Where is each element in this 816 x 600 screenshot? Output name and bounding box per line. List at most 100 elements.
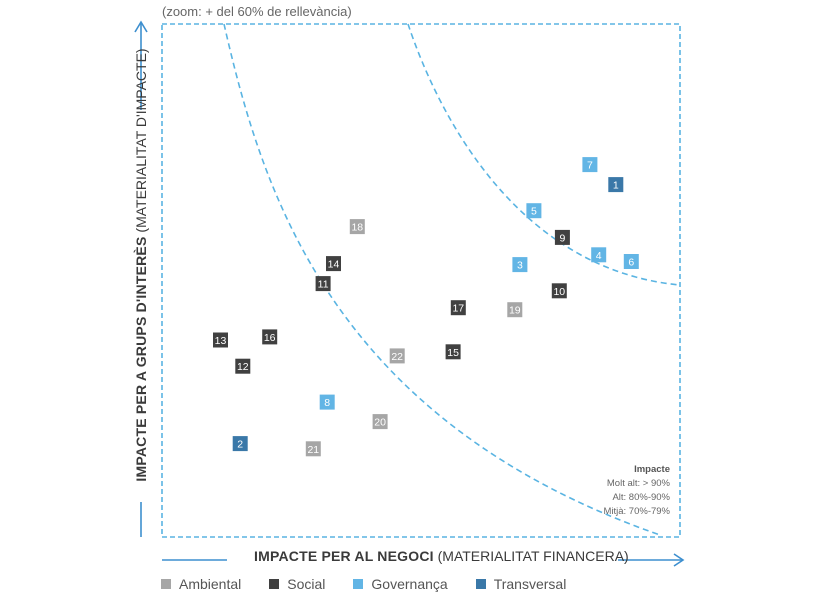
y-axis-label-rest: (MATERIALITAT D'IMPACTE)	[133, 48, 149, 233]
legend-item-ambiental: Ambiental	[161, 576, 241, 592]
category-legend: Ambiental Social Governança Transversal	[161, 576, 594, 592]
point-label-8: 8	[324, 397, 330, 409]
point-marker-5	[526, 203, 542, 219]
legend-swatch-social	[269, 579, 280, 589]
point-marker-22	[389, 348, 405, 364]
impact-legend: Impacte Molt alt: > 90% Alt: 80%-90% Mit…	[603, 463, 670, 519]
legend-label-governanca: Governança	[371, 576, 448, 592]
legend-item-governanca: Governança	[353, 576, 448, 592]
point-marker-13	[213, 332, 228, 348]
legend-item-social: Social	[269, 576, 325, 592]
point-label-15: 15	[447, 347, 459, 359]
point-label-6: 6	[628, 257, 634, 269]
point-label-5: 5	[531, 206, 537, 218]
data-point-17: 17	[450, 300, 466, 316]
point-label-7: 7	[587, 160, 593, 172]
data-point-6: 6	[623, 254, 639, 269]
legend-item-transversal: Transversal	[475, 576, 567, 592]
data-point-4: 4	[591, 247, 607, 263]
threshold-curve-inner	[223, 23, 661, 536]
axis-arrows-layer	[134, 20, 685, 567]
point-label-19: 19	[509, 305, 521, 317]
impact-legend-item-high: Alt: 80%-90%	[612, 492, 670, 503]
data-point-13: 13	[213, 332, 228, 348]
data-point-18: 18	[349, 219, 365, 235]
point-marker-10	[551, 283, 567, 299]
point-label-11: 11	[318, 279, 329, 291]
data-point-16: 16	[262, 329, 278, 345]
data-point-14: 14	[326, 256, 341, 272]
point-label-22: 22	[391, 351, 403, 363]
point-marker-11	[315, 276, 331, 292]
threshold-curve-outer	[407, 23, 681, 286]
point-marker-4	[591, 247, 607, 263]
point-marker-8	[319, 394, 335, 410]
legend-swatch-governanca	[353, 579, 364, 589]
point-label-16: 16	[264, 332, 276, 344]
point-label-10: 10	[553, 286, 565, 298]
data-point-2: 2	[232, 436, 248, 452]
point-marker-14	[326, 256, 341, 272]
point-marker-6	[623, 254, 639, 269]
point-label-3: 3	[517, 260, 523, 272]
point-marker-3	[512, 257, 528, 273]
point-marker-19	[507, 302, 523, 318]
impact-legend-item-very-high: Molt alt: > 90%	[606, 478, 670, 489]
x-axis-arrow-head	[673, 553, 685, 567]
x-axis-label-bold: IMPACTE PER AL NEGOCI	[254, 548, 434, 564]
zoom-note: (zoom: + del 60% de rellevància)	[162, 4, 352, 19]
impact-legend-item-medium: Mitjà: 70%-79%	[603, 506, 670, 517]
point-label-20: 20	[374, 417, 386, 429]
point-marker-7	[582, 157, 598, 173]
legend-swatch-ambiental	[161, 579, 171, 589]
legend-label-ambiental: Ambiental	[179, 576, 242, 592]
data-point-21: 21	[305, 441, 321, 457]
data-point-3: 3	[512, 257, 528, 273]
data-point-19: 19	[507, 302, 523, 318]
plot-frame	[161, 23, 681, 538]
data-point-7: 7	[582, 157, 598, 173]
point-label-18: 18	[351, 222, 363, 234]
point-label-13: 13	[215, 335, 227, 347]
point-marker-12	[235, 358, 251, 374]
point-label-17: 17	[452, 303, 464, 315]
point-marker-1	[608, 177, 624, 193]
point-label-14: 14	[328, 259, 340, 271]
point-label-21: 21	[307, 444, 319, 456]
point-marker-18	[349, 219, 365, 235]
data-point-8: 8	[319, 394, 335, 410]
plot-frame-layer	[161, 23, 681, 538]
y-axis-label-bold: IMPACTE PER A GRUPS D'INTERÈS	[133, 236, 149, 482]
data-point-5: 5	[526, 203, 542, 219]
legend-label-transversal: Transversal	[493, 576, 567, 592]
y-axis-label: IMPACTE PER A GRUPS D'INTERÈS (MATERIALI…	[133, 48, 149, 481]
point-marker-2	[232, 436, 248, 452]
point-marker-21	[305, 441, 321, 457]
data-point-12: 12	[235, 358, 251, 374]
point-marker-20	[372, 414, 388, 430]
point-label-9: 9	[559, 232, 565, 244]
point-marker-9	[554, 229, 570, 245]
x-axis-label-rest: (MATERIALITAT FINANCERA)	[437, 548, 629, 564]
data-point-1: 1	[608, 177, 624, 193]
point-label-4: 4	[596, 250, 602, 262]
point-label-12: 12	[237, 361, 249, 373]
legend-label-social: Social	[287, 576, 326, 592]
point-label-1: 1	[613, 180, 619, 192]
data-point-22: 22	[389, 348, 405, 364]
point-marker-17	[450, 300, 466, 316]
y-axis-arrow-head	[134, 20, 148, 33]
data-point-11: 11	[315, 276, 331, 292]
point-marker-15	[445, 344, 461, 360]
impact-legend-title: Impacte	[634, 464, 670, 475]
data-point-10: 10	[551, 283, 567, 299]
threshold-curves-layer	[223, 23, 681, 536]
data-point-9: 9	[554, 229, 570, 245]
point-label-2: 2	[237, 439, 243, 451]
data-point-15: 15	[445, 344, 461, 360]
x-axis-label: IMPACTE PER AL NEGOCI (MATERIALITAT FINA…	[254, 548, 629, 564]
point-marker-16	[262, 329, 278, 345]
data-point-20: 20	[372, 414, 388, 430]
